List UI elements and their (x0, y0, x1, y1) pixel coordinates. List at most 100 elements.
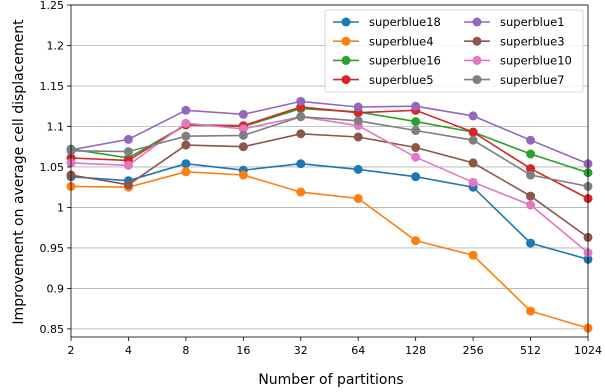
x-tick-label: 256 (463, 344, 484, 357)
axes (67, 4, 589, 341)
data-point-superblue7 (296, 112, 306, 122)
data-point-superblue4 (468, 250, 478, 260)
data-point-superblue4 (411, 236, 421, 246)
data-point-superblue4 (353, 194, 363, 204)
legend-marker (472, 75, 482, 85)
y-tick-label: 0.85 (40, 323, 65, 336)
legend-marker (341, 55, 351, 65)
data-point-superblue3 (181, 140, 191, 150)
legend-marker (472, 55, 482, 65)
data-point-superblue4 (181, 167, 191, 177)
legend-label: superblue3 (500, 34, 565, 48)
legend-marker (472, 17, 482, 27)
legend-item-superblue1: superblue1 (464, 15, 565, 29)
y-tick-label: 1.05 (40, 161, 65, 174)
legend-label: superblue4 (369, 34, 434, 48)
legend-item-superblue10: superblue10 (464, 54, 572, 68)
series-superblue3 (66, 129, 593, 242)
data-point-superblue7 (353, 116, 363, 126)
legend-label: superblue5 (369, 73, 434, 87)
data-point-superblue3 (526, 191, 536, 201)
x-tick-label: 64 (351, 344, 365, 357)
data-point-superblue10 (468, 177, 478, 187)
y-tick-label: 1.15 (40, 80, 65, 93)
data-point-superblue10 (411, 152, 421, 162)
series-lines (66, 96, 593, 333)
data-point-superblue4 (526, 306, 536, 316)
series-line-superblue18 (70, 162, 589, 261)
x-tick-label: 32 (294, 344, 308, 357)
x-tick-label: 512 (520, 344, 541, 357)
y-tick-label: 1 (57, 201, 64, 214)
series-superblue10 (66, 112, 593, 258)
x-tick-label: 2 (68, 344, 75, 357)
series-superblue4 (66, 167, 593, 333)
data-point-superblue18 (296, 159, 306, 169)
y-tick-label: 1.25 (40, 0, 65, 12)
data-point-superblue3 (296, 129, 306, 139)
x-tick-label: 4 (125, 344, 132, 357)
data-point-superblue3 (238, 142, 248, 152)
data-point-superblue1 (181, 105, 191, 115)
legend-box (324, 9, 584, 93)
x-tick-label: 1024 (574, 344, 602, 357)
data-point-superblue7 (411, 126, 421, 136)
data-point-superblue18 (411, 172, 421, 182)
data-point-superblue3 (123, 180, 133, 190)
data-point-superblue10 (238, 124, 248, 134)
data-point-superblue7 (526, 170, 536, 180)
legend-item-superblue5: superblue5 (333, 73, 434, 87)
data-point-superblue7 (181, 131, 191, 141)
y-tick-label: 0.95 (40, 242, 65, 255)
data-point-superblue18 (526, 238, 536, 248)
data-point-superblue10 (526, 200, 536, 210)
data-point-superblue7 (123, 147, 133, 157)
data-point-superblue1 (411, 101, 421, 111)
data-point-superblue3 (468, 158, 478, 168)
series-line-superblue3 (70, 132, 589, 239)
legend-item-superblue16: superblue16 (333, 54, 441, 68)
legend-label: superblue7 (500, 73, 565, 87)
x-tick-label: 8 (182, 344, 189, 357)
x-tick-label: 128 (405, 344, 426, 357)
legend-label: superblue10 (500, 54, 572, 68)
series-line-superblue1 (70, 100, 589, 165)
legend-label: superblue1 (500, 15, 565, 29)
data-point-superblue1 (468, 111, 478, 121)
legend-item-superblue3: superblue3 (464, 34, 565, 48)
legend-marker (341, 36, 351, 46)
data-point-superblue18 (181, 159, 191, 169)
data-point-superblue1 (238, 109, 248, 119)
legend-item-superblue7: superblue7 (464, 73, 565, 87)
series-line-superblue5 (70, 106, 589, 200)
legend-marker (341, 75, 351, 85)
data-point-superblue7 (468, 135, 478, 145)
series-superblue7 (66, 112, 593, 191)
data-point-superblue16 (411, 117, 421, 127)
data-point-superblue10 (181, 118, 191, 128)
data-point-superblue1 (353, 102, 363, 112)
tick-labels: 0.85 0.9 0.95 1 1.05 1.1 1.15 1.2 1.25 2 4 8 16 32 64 1… (40, 0, 603, 357)
data-point-superblue7 (238, 130, 248, 140)
x-tick-label: 16 (236, 344, 250, 357)
data-point-superblue16 (526, 149, 536, 159)
legend-item-superblue18: superblue18 (333, 15, 441, 29)
series-line-superblue4 (70, 170, 589, 329)
y-tick-label: 1.2 (47, 39, 65, 52)
legend: superblue18 superblue4 superblue16 superblu… (324, 9, 584, 93)
data-point-superblue1 (526, 135, 536, 145)
data-point-superblue18 (353, 164, 363, 174)
series-line-superblue7 (70, 115, 589, 188)
data-point-superblue1 (296, 96, 306, 106)
data-point-superblue4 (238, 170, 248, 180)
legend-marker (341, 17, 351, 27)
data-point-superblue3 (353, 132, 363, 142)
y-tick-label: 0.9 (47, 282, 65, 295)
y-tick-label: 1.1 (47, 120, 65, 133)
data-point-superblue5 (468, 127, 478, 137)
data-point-superblue5 (526, 164, 536, 174)
legend-label: superblue16 (369, 54, 441, 68)
legend-label: superblue18 (369, 15, 441, 29)
data-point-superblue3 (411, 143, 421, 153)
